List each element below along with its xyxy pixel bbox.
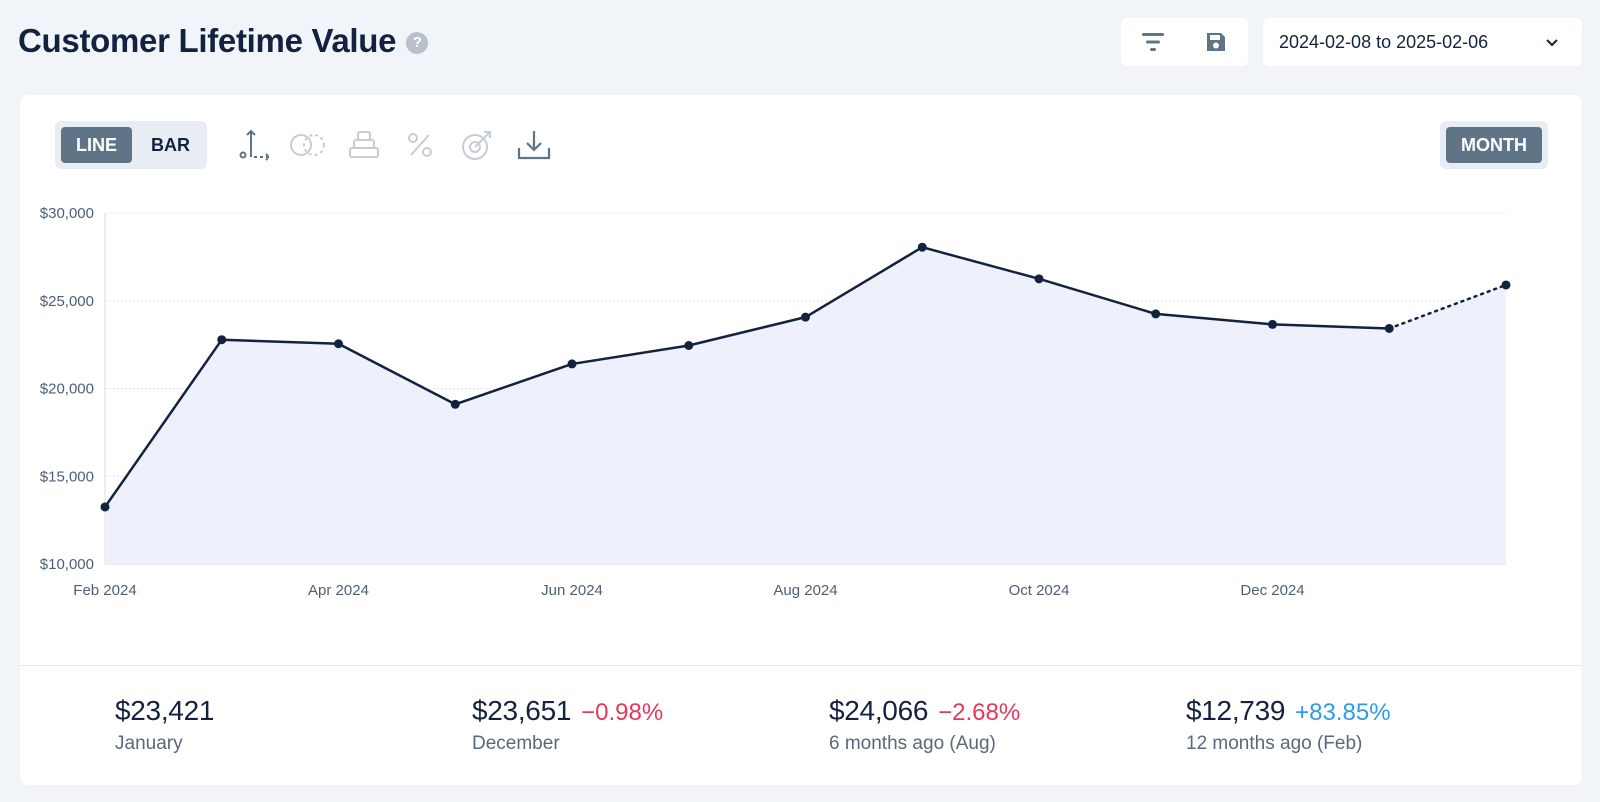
x-tick-label: Feb 2024 bbox=[73, 582, 136, 599]
stack-icon bbox=[349, 131, 379, 158]
axis-button[interactable] bbox=[235, 125, 275, 165]
data-point bbox=[450, 399, 460, 409]
bar-toggle[interactable]: BAR bbox=[151, 134, 190, 155]
stat-six-months: $24,066 −2.68% 6 months ago (Aug) bbox=[829, 695, 1020, 755]
data-point bbox=[684, 341, 694, 351]
chart-type-toggle: LINE BAR bbox=[55, 121, 207, 169]
target-icon bbox=[462, 131, 491, 160]
stat-change: −2.68% bbox=[938, 699, 1021, 726]
stat-label: 12 months ago (Feb) bbox=[1186, 733, 1363, 754]
y-tick-label: $30,000 bbox=[40, 205, 94, 222]
data-point bbox=[567, 359, 577, 369]
stat-label: December bbox=[472, 733, 560, 754]
compare-icon bbox=[290, 134, 325, 156]
chart-card: LINE BAR bbox=[20, 95, 1582, 785]
data-point bbox=[1151, 309, 1161, 319]
data-point bbox=[1034, 274, 1044, 284]
page-title-text: Customer Lifetime Value bbox=[18, 22, 397, 59]
y-tick-label: $20,000 bbox=[40, 381, 94, 398]
percent-icon bbox=[408, 133, 432, 157]
stat-value: $23,651 bbox=[472, 695, 572, 726]
data-point bbox=[1268, 319, 1277, 329]
stat-previous-month: $23,651 −0.98% December bbox=[472, 695, 663, 755]
y-tick-label: $15,000 bbox=[40, 468, 94, 485]
toolbar bbox=[1121, 18, 1248, 66]
stat-value: $24,066 bbox=[829, 695, 929, 726]
filter-button[interactable] bbox=[1121, 18, 1184, 66]
stat-label: 6 months ago (Aug) bbox=[829, 733, 996, 754]
page-title: Customer Lifetime Value ? bbox=[18, 22, 429, 60]
stat-value: $23,421 bbox=[115, 695, 215, 726]
data-point bbox=[1384, 323, 1394, 333]
data-point bbox=[1501, 280, 1511, 290]
y-tick-label: $10,000 bbox=[40, 556, 94, 573]
clv-chart: $10,000 $15,000 $20,000 $25,000 $30,000 Feb 2… bbox=[40, 205, 1511, 599]
target-button[interactable] bbox=[458, 125, 498, 165]
divider bbox=[20, 665, 1582, 666]
filter-icon bbox=[1141, 33, 1164, 51]
interval-select: MONTH bbox=[1440, 121, 1548, 169]
series-line bbox=[103, 245, 1390, 508]
x-tick-label: Aug 2024 bbox=[773, 582, 837, 599]
series-projection bbox=[1388, 283, 1508, 330]
help-icon[interactable]: ? bbox=[406, 31, 429, 54]
download-icon bbox=[517, 131, 551, 160]
line-toggle[interactable]: LINE bbox=[61, 127, 132, 163]
stat-change: −0.98% bbox=[581, 699, 664, 726]
save-icon bbox=[1206, 33, 1225, 51]
data-point bbox=[100, 502, 110, 512]
stat-current: $23,421 January bbox=[115, 695, 214, 755]
axis-icon bbox=[239, 129, 271, 161]
x-tick-label: Apr 2024 bbox=[308, 582, 369, 599]
data-point bbox=[217, 335, 227, 345]
date-range-select[interactable]: 2024-02-08 to 2025-02-06 bbox=[1263, 18, 1582, 66]
data-point bbox=[917, 242, 927, 252]
stack-button[interactable] bbox=[344, 125, 384, 165]
stat-value: $12,739 bbox=[1186, 695, 1286, 726]
stat-twelve-months: $12,739 +83.85% 12 months ago (Feb) bbox=[1186, 695, 1391, 755]
compare-button[interactable] bbox=[288, 125, 328, 165]
y-tick-label: $25,000 bbox=[40, 293, 94, 310]
date-range-value: 2024-02-08 to 2025-02-06 bbox=[1279, 31, 1489, 52]
download-button[interactable] bbox=[514, 125, 554, 165]
data-point bbox=[334, 339, 343, 349]
data-point bbox=[801, 312, 810, 322]
x-tick-label: Dec 2024 bbox=[1240, 582, 1304, 599]
month-button[interactable]: MONTH bbox=[1446, 127, 1542, 163]
stat-label: January bbox=[115, 733, 183, 754]
area-fill bbox=[105, 247, 1506, 564]
x-tick-label: Oct 2024 bbox=[1009, 582, 1070, 599]
save-button[interactable] bbox=[1184, 18, 1247, 66]
chevron-down-icon bbox=[1546, 39, 1558, 47]
x-tick-label: Jun 2024 bbox=[541, 582, 603, 599]
stat-change: +83.85% bbox=[1295, 699, 1391, 726]
percent-button[interactable] bbox=[400, 125, 440, 165]
